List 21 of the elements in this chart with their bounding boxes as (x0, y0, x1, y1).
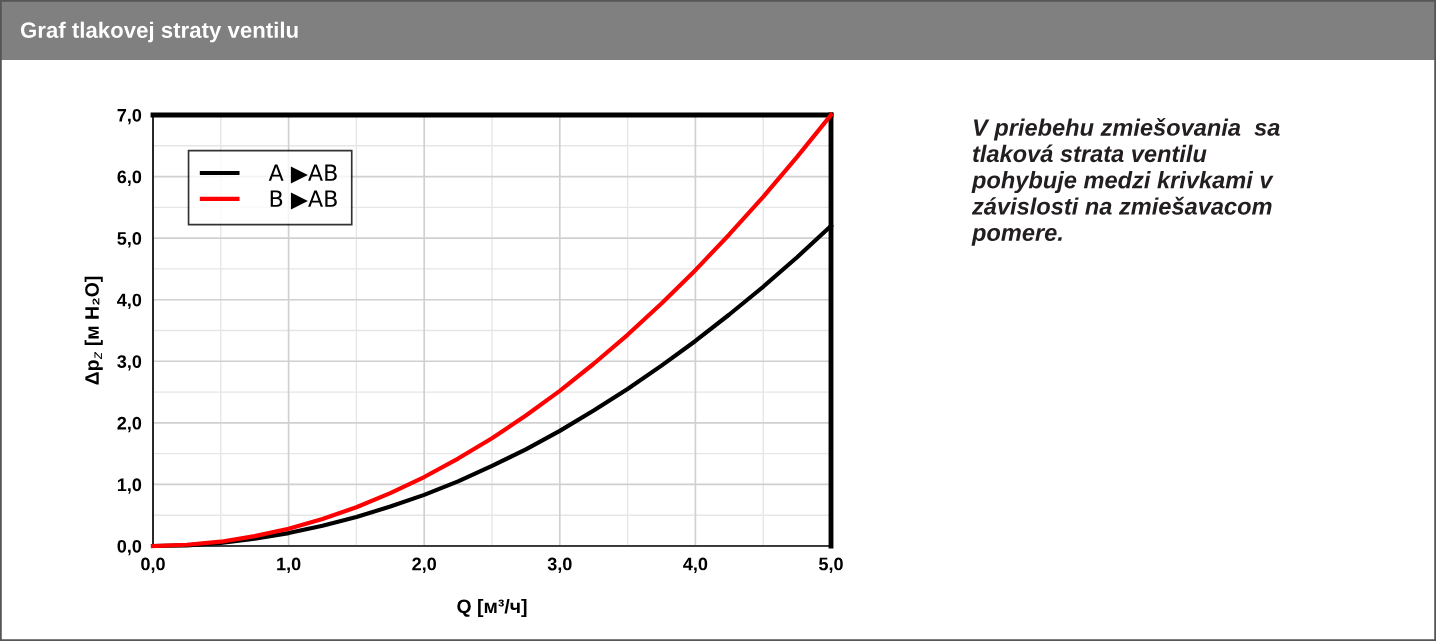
line-series (150, 112, 834, 549)
y-axis-title: Δp$_{z}$ [м H₂O] (84, 276, 103, 385)
y-tick-label: 2,0 (117, 416, 142, 433)
x-tick-label: 0,0 (141, 557, 165, 573)
y-tick-label: 1,0 (117, 478, 142, 494)
x-axis-title: Q [м³/ч] (457, 598, 527, 618)
y-tick-label: 4,0 (117, 293, 142, 310)
x-tick-label: 3,0 (547, 557, 572, 573)
x-tick-label: 2,0 (412, 557, 437, 573)
x-tick-label: 1,0 (277, 557, 301, 573)
chart-title: Graf tlakovej straty ventilu (20, 21, 298, 43)
x-tick-label: 5,0 (819, 557, 843, 573)
y-tick-label: 3,0 (117, 355, 142, 371)
x-tick-label: 4,0 (683, 557, 708, 573)
legend-label: B ▶AB (270, 190, 337, 210)
y-tick-label: 0,0 (117, 539, 142, 556)
y-tick-label: 7,0 (117, 108, 142, 125)
y-tick-label: 5,0 (117, 232, 142, 248)
legend-label: A ▶AB (268, 164, 337, 184)
y-tick-label: 6,0 (117, 170, 142, 186)
text: V priebehu zmiešovania sa tlaková strata ventilu pohybuje medzi krivkami v závislosti na zmiešavacom pomere. (971, 118, 1280, 246)
